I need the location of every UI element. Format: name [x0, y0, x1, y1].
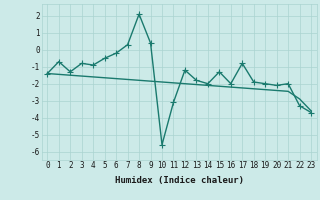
X-axis label: Humidex (Indice chaleur): Humidex (Indice chaleur) — [115, 176, 244, 185]
